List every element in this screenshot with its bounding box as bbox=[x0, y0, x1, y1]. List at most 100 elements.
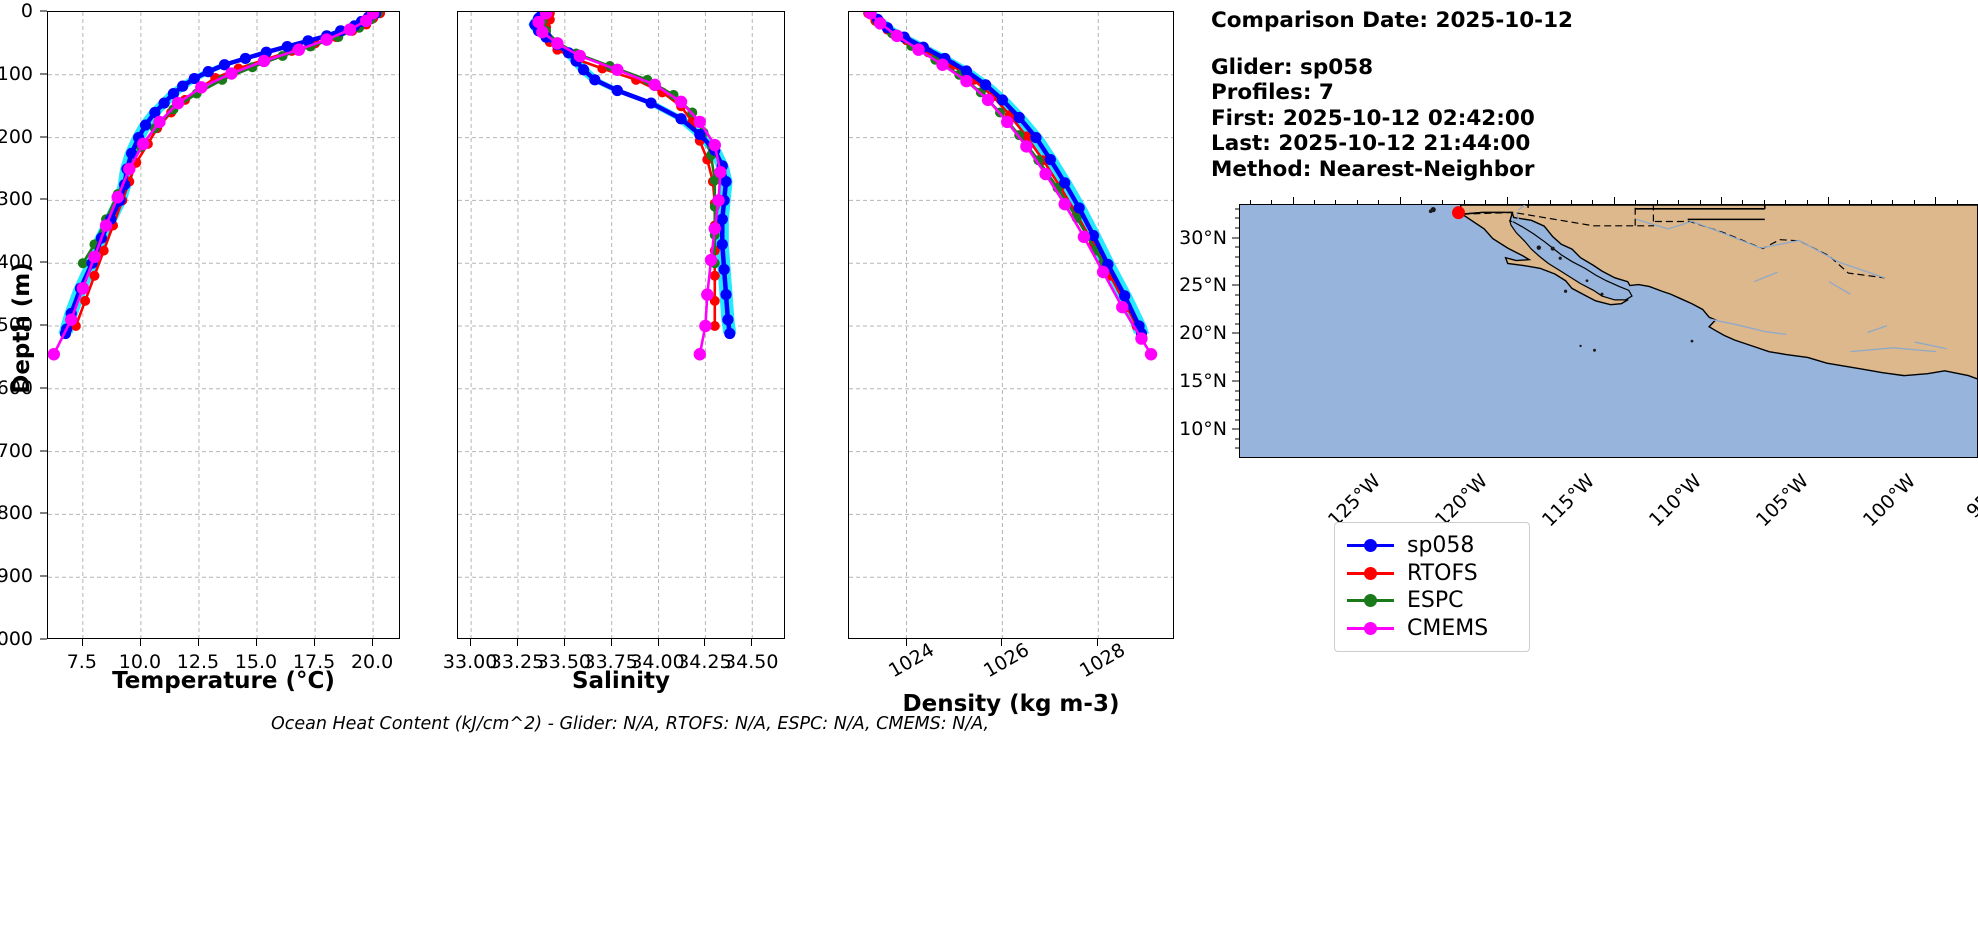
map-lon-minor-tick bbox=[1442, 200, 1444, 204]
ocean-heat-content-note: Ocean Heat Content (kJ/cm^2) - Glider: N… bbox=[271, 714, 989, 734]
map-lat-minor-tick bbox=[1235, 217, 1239, 219]
legend-swatch-icon bbox=[1347, 537, 1394, 555]
temperature-axis-title-text: Temperature (°C) bbox=[112, 668, 335, 694]
map-lat-minor-tick bbox=[1235, 438, 1239, 440]
map-lat-tick-label: 10°N bbox=[1179, 418, 1227, 441]
legend-item-sp058[interactable]: sp058 bbox=[1347, 532, 1515, 560]
map-lon-minor-tick bbox=[1485, 200, 1487, 204]
map-lat-tick-label: 20°N bbox=[1179, 322, 1227, 345]
depth-ytick-mark bbox=[40, 512, 47, 514]
map-lon-tick-mark bbox=[1613, 197, 1615, 204]
depth-ytick-label: 200 bbox=[0, 125, 33, 148]
map-geography-svg bbox=[1240, 205, 1977, 457]
salinity-axis-title-text: Salinity bbox=[571, 668, 671, 694]
map-lon-minor-tick bbox=[1249, 200, 1251, 204]
depth-ytick-mark bbox=[40, 450, 47, 452]
map-lat-minor-tick bbox=[1235, 409, 1239, 411]
depth-axis-title-text: Depth (m) bbox=[9, 262, 35, 394]
density-xtick-label: 1024 bbox=[884, 638, 938, 683]
map-lat-minor-tick bbox=[1235, 227, 1239, 229]
depth-ytick-label: 1000 bbox=[0, 628, 33, 650]
depth-ytick-mark bbox=[40, 638, 47, 640]
depth-ytick-mark bbox=[40, 198, 47, 200]
depth-ytick-mark bbox=[40, 575, 47, 577]
map-lon-minor-tick bbox=[1635, 200, 1637, 204]
first-line: First: 2025-10-12 02:42:00 bbox=[1211, 105, 1535, 131]
legend-item-cmems[interactable]: CMEMS bbox=[1347, 615, 1515, 643]
map-lat-tick-mark bbox=[1232, 428, 1239, 430]
map-lat-tick-mark bbox=[1232, 380, 1239, 382]
depth-ytick-label: 100 bbox=[0, 62, 33, 85]
salinity-xtick-mark bbox=[657, 639, 659, 646]
map-lat-tick-mark bbox=[1232, 332, 1239, 334]
legend-swatch-icon bbox=[1347, 619, 1394, 637]
method-line: Method: Nearest-Neighbor bbox=[1211, 156, 1535, 182]
salinity-axis-title: Salinity bbox=[457, 668, 785, 694]
temperature-xtick-mark bbox=[256, 639, 257, 646]
legend-label: RTOFS bbox=[1407, 560, 1478, 586]
depth-ytick-label: 500 bbox=[0, 314, 33, 336]
map-lon-minor-tick bbox=[1763, 200, 1765, 204]
map-lon-tick-mark bbox=[1935, 197, 1937, 204]
salinity-xtick-mark bbox=[516, 639, 518, 646]
glider-line: Glider: sp058 bbox=[1211, 54, 1374, 80]
legend-item-espc[interactable]: ESPC bbox=[1347, 587, 1515, 615]
map-lon-minor-tick bbox=[1549, 200, 1551, 204]
map-lon-minor-tick bbox=[1313, 200, 1315, 204]
salinity-plot-area bbox=[457, 11, 785, 639]
map-lon-minor-tick bbox=[1849, 200, 1851, 204]
salinity-xtick-label: 34.00 bbox=[630, 651, 685, 673]
map-lat-tick-label: 25°N bbox=[1179, 274, 1227, 297]
legend-label: sp058 bbox=[1407, 533, 1475, 559]
comparison-info-block: Comparison Date: 2025-10-12 Glider: sp05… bbox=[1211, 8, 1573, 182]
map-lat-minor-tick bbox=[1235, 390, 1239, 392]
map-lat-minor-tick bbox=[1235, 294, 1239, 296]
map-lat-tick-label: 15°N bbox=[1179, 370, 1227, 393]
temperature-xtick-mark bbox=[197, 639, 199, 646]
salinity-xtick-label: 34.50 bbox=[724, 651, 779, 673]
map-lon-minor-tick bbox=[1785, 200, 1787, 204]
map-lon-tick-mark bbox=[1506, 197, 1508, 204]
series-legend: sp058 RTOFS ESPC CMEMS bbox=[1334, 522, 1530, 652]
density-xtick-mark bbox=[1097, 639, 1099, 646]
density-xtick-mark bbox=[1001, 639, 1003, 646]
map-lat-minor-tick bbox=[1235, 371, 1239, 373]
map-lat-minor-tick bbox=[1235, 419, 1239, 421]
map-lon-tick-mark bbox=[1292, 197, 1294, 204]
depth-ytick-label: 400 bbox=[0, 251, 33, 274]
density-axis-title: Density (kg m-3) bbox=[848, 691, 1174, 717]
depth-ytick-mark bbox=[40, 387, 47, 389]
density-xtick-label: 1028 bbox=[1076, 638, 1130, 683]
map-lat-minor-tick bbox=[1235, 313, 1239, 315]
depth-ytick-mark bbox=[40, 136, 47, 138]
salinity-xtick-label: 33.00 bbox=[442, 651, 498, 673]
density-axis-title-text: Density (kg m-3) bbox=[902, 691, 1120, 717]
salinity-series-svg bbox=[458, 12, 784, 638]
map-lat-minor-tick bbox=[1235, 304, 1239, 306]
map-lat-minor-tick bbox=[1235, 352, 1239, 354]
map-lon-minor-tick bbox=[1463, 200, 1465, 204]
legend-item-rtofs[interactable]: RTOFS bbox=[1347, 560, 1515, 588]
map-lat-minor-tick bbox=[1235, 246, 1239, 248]
map-lat-minor-tick bbox=[1235, 342, 1239, 344]
last-line: Last: 2025-10-12 21:44:00 bbox=[1211, 131, 1531, 156]
map-lon-tick-label: 95°W bbox=[1962, 470, 1978, 523]
salinity-xtick-mark bbox=[470, 639, 472, 646]
map-plot-area[interactable] bbox=[1239, 204, 1978, 458]
salinity-xtick-mark bbox=[610, 639, 612, 646]
depth-ytick-mark bbox=[40, 73, 47, 75]
temperature-plot-area bbox=[47, 11, 400, 639]
map-lon-tick-mark bbox=[1720, 197, 1722, 204]
depth-ytick-mark bbox=[40, 10, 47, 12]
map-lat-minor-tick bbox=[1235, 208, 1239, 210]
map-lon-minor-tick bbox=[1956, 200, 1958, 204]
map-lon-minor-tick bbox=[1271, 200, 1273, 204]
map-lon-minor-tick bbox=[1335, 200, 1337, 204]
map-lon-tick-mark bbox=[1399, 197, 1401, 204]
temperature-xtick-label: 12.5 bbox=[176, 651, 220, 673]
temperature-xtick-label: 17.5 bbox=[292, 651, 336, 673]
map-lat-minor-tick bbox=[1235, 399, 1239, 401]
ocean-heat-content-text: Ocean Heat Content (kJ/cm^2) - Glider: N… bbox=[270, 714, 990, 734]
temperature-xtick-label: 15.0 bbox=[234, 651, 278, 673]
temperature-axis-title: Temperature (°C) bbox=[47, 668, 400, 694]
